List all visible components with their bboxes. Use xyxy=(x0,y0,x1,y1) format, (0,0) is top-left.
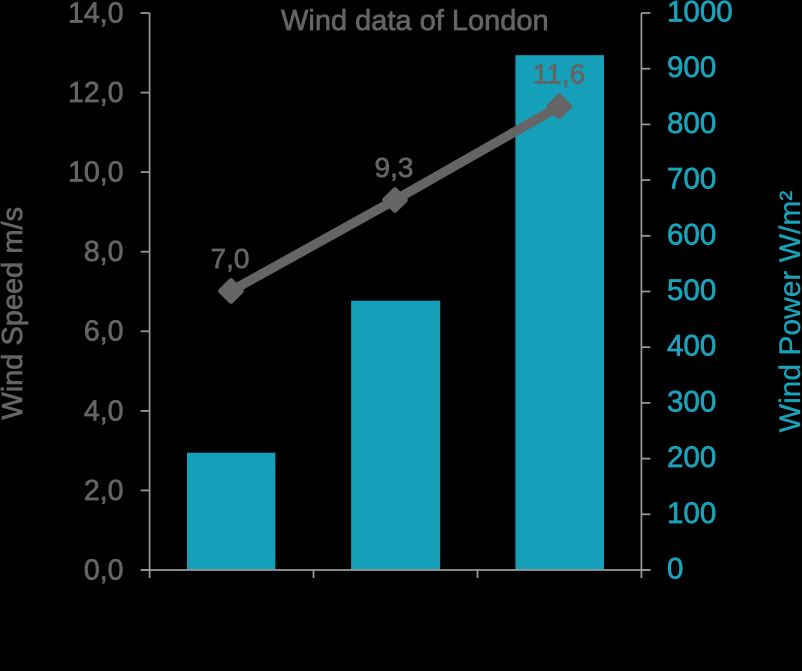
svg-text:200: 200 xyxy=(667,441,716,474)
svg-text:600: 600 xyxy=(667,218,716,251)
svg-text:1000: 1000 xyxy=(667,0,733,29)
svg-text:Wind Power W/m²: Wind Power W/m² xyxy=(774,191,802,433)
svg-text:14,0: 14,0 xyxy=(68,0,123,29)
svg-text:7,0: 7,0 xyxy=(211,243,250,274)
svg-text:11,6: 11,6 xyxy=(533,58,585,89)
svg-text:900: 900 xyxy=(667,51,716,84)
svg-text:10,0: 10,0 xyxy=(68,157,123,189)
svg-text:2,0: 2,0 xyxy=(84,475,124,507)
svg-text:Wind data of London: Wind data of London xyxy=(281,5,549,37)
svg-text:500: 500 xyxy=(667,274,716,307)
svg-text:0,0: 0,0 xyxy=(84,554,124,586)
svg-text:100: 100 xyxy=(667,497,716,530)
svg-text:800: 800 xyxy=(667,107,716,140)
svg-text:400: 400 xyxy=(667,330,716,363)
svg-text:300: 300 xyxy=(667,385,716,418)
svg-text:12,0: 12,0 xyxy=(68,77,123,109)
svg-text:6,0: 6,0 xyxy=(84,316,124,348)
svg-text:700: 700 xyxy=(667,163,716,196)
svg-text:Wind Speed m/s: Wind Speed m/s xyxy=(0,207,29,420)
svg-text:0: 0 xyxy=(667,553,683,586)
svg-text:4,0: 4,0 xyxy=(84,395,124,427)
svg-text:9,3: 9,3 xyxy=(375,152,414,183)
svg-text:8,0: 8,0 xyxy=(84,236,124,268)
